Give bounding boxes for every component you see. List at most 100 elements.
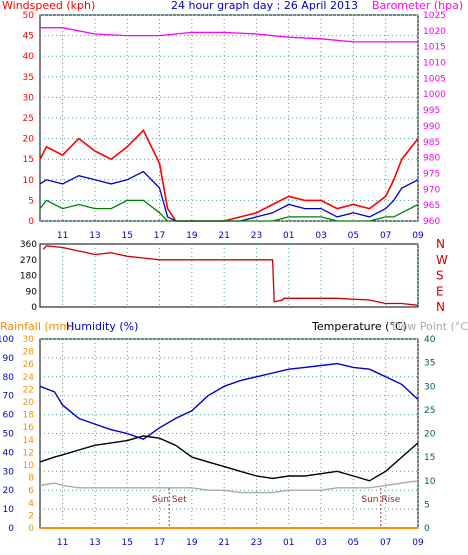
- direction-tick-label: 90: [26, 287, 38, 297]
- rain-tick-label: 30: [23, 335, 35, 345]
- x-tick-label: 19: [186, 538, 198, 548]
- series-low: [39, 199, 419, 222]
- humidity-tick-label: 40: [3, 448, 15, 458]
- x-tick-label: 23: [251, 231, 262, 241]
- barometer-tick-label: 965: [423, 201, 440, 211]
- x-tick-label: 09: [412, 538, 424, 548]
- compass-tick-label: N: [436, 237, 445, 251]
- rain-tick-label: 8: [28, 474, 34, 484]
- barometer-tick-label: 1000: [423, 90, 446, 100]
- rain-tick-label: 4: [28, 499, 34, 509]
- compass-tick-label: N: [436, 300, 445, 314]
- direction-tick-label: 0: [31, 303, 37, 313]
- rain-tick-label: 2: [28, 511, 34, 521]
- wind-tick-label: 30: [23, 93, 35, 103]
- temperature-tick-label: 15: [424, 453, 435, 463]
- x-tick-label: 05: [348, 538, 359, 548]
- temperature-tick-label: 35: [424, 359, 435, 369]
- x-tick-label: 13: [89, 538, 100, 548]
- barometer-tick-label: 1015: [423, 43, 446, 53]
- rain-tick-label: 28: [23, 348, 35, 358]
- barometer-tick-label: 1005: [423, 74, 446, 84]
- barometer-tick-label: 975: [423, 169, 440, 179]
- rain-tick-label: 26: [23, 360, 35, 370]
- barometer-tick-label: 1010: [423, 59, 446, 69]
- x-tick-label: 21: [218, 231, 229, 241]
- barometer-tick-label: 960: [423, 217, 440, 227]
- series-dewpoint: [39, 480, 419, 494]
- barometer-tick-label: 985: [423, 138, 440, 148]
- temperature-axis-title: Temperature (°C): [311, 320, 407, 333]
- rain-tick-label: 6: [28, 486, 34, 496]
- barometer-tick-label: 995: [423, 106, 440, 116]
- wind-tick-label: 0: [28, 217, 34, 227]
- rain-tick-label: 10: [23, 461, 35, 471]
- rain-tick-label: 14: [23, 436, 35, 446]
- wind-tick-label: 40: [23, 52, 35, 62]
- humidity-tick-label: 70: [3, 392, 15, 402]
- rain-tick-label: 0: [28, 524, 34, 534]
- x-tick-label: 11: [57, 231, 68, 241]
- humidity-tick-label: 80: [3, 373, 15, 383]
- rain-tick-label: 16: [23, 423, 35, 433]
- barometer-tick-label: 1025: [423, 11, 446, 21]
- barometer-axis-title: Barometer (hpa): [372, 0, 463, 12]
- rain-tick-label: 20: [23, 398, 35, 408]
- temperature-tick-label: 10: [424, 477, 436, 487]
- barometer-tick-label: 980: [423, 154, 440, 164]
- humidity-tick-label: 60: [3, 411, 15, 421]
- compass-tick-label: E: [436, 284, 444, 298]
- wind-tick-label: 35: [23, 73, 34, 83]
- x-tick-label: 15: [122, 538, 133, 548]
- x-tick-label: 01: [283, 538, 294, 548]
- series-direction: [42, 245, 419, 306]
- x-tick-label: 03: [315, 538, 326, 548]
- barometer-tick-label: 970: [423, 185, 440, 195]
- dewpoint-axis-title: Dew Point (°C): [392, 320, 468, 333]
- x-tick-label: 03: [315, 231, 326, 241]
- temperature-tick-label: 25: [424, 406, 435, 416]
- barometer-tick-label: 1020: [423, 27, 446, 37]
- humidity-tick-label: 100: [0, 335, 14, 345]
- series-barometer: [40, 27, 418, 43]
- direction-panel-frame: [39, 243, 419, 308]
- x-tick-label: 21: [218, 538, 229, 548]
- humidity-tick-label: 50: [3, 430, 15, 440]
- sunrise-label: Sun Rise: [361, 495, 400, 505]
- wind-tick-label: 5: [28, 196, 34, 206]
- rain-tick-label: 24: [23, 373, 35, 383]
- temperature-tick-label: 20: [424, 430, 436, 440]
- x-tick-label: 13: [89, 231, 100, 241]
- chart-title: 24 hour graph day : 26 April 2013: [171, 0, 358, 12]
- x-tick-label: 19: [186, 231, 198, 241]
- series-humidity: [39, 362, 419, 440]
- compass-tick-label: W: [436, 253, 448, 267]
- barometer-tick-label: 990: [423, 122, 440, 132]
- wind-tick-label: 15: [23, 155, 34, 165]
- humidity-tick-label: 10: [3, 505, 15, 515]
- x-tick-label: 07: [380, 538, 391, 548]
- x-tick-label: 23: [251, 538, 262, 548]
- x-tick-label: 07: [380, 231, 391, 241]
- x-tick-label: 17: [154, 231, 165, 241]
- humidity-tick-label: 90: [3, 354, 15, 364]
- temp-panel-frame: [39, 338, 419, 529]
- x-tick-label: 15: [122, 231, 133, 241]
- temperature-tick-label: 40: [424, 335, 436, 345]
- direction-tick-label: 180: [20, 272, 37, 282]
- wind-tick-label: 25: [23, 114, 34, 124]
- direction-tick-label: 360: [20, 240, 37, 250]
- humidity-axis-title: Humidity (%): [66, 320, 138, 333]
- temperature-tick-label: 30: [424, 382, 436, 392]
- series-temperature: [39, 435, 419, 482]
- wind-axis-title: Windspeed (kph): [2, 0, 95, 12]
- rain-tick-label: 18: [23, 411, 35, 421]
- rain-tick-label: 22: [23, 385, 34, 395]
- wind-tick-label: 45: [23, 32, 34, 42]
- rain-axis-title: Rainfall (mm): [0, 320, 74, 333]
- wind-tick-label: 10: [23, 176, 35, 186]
- wind-tick-label: 50: [23, 11, 35, 21]
- humidity-tick-label: 0: [8, 524, 14, 534]
- x-tick-label: 11: [57, 538, 68, 548]
